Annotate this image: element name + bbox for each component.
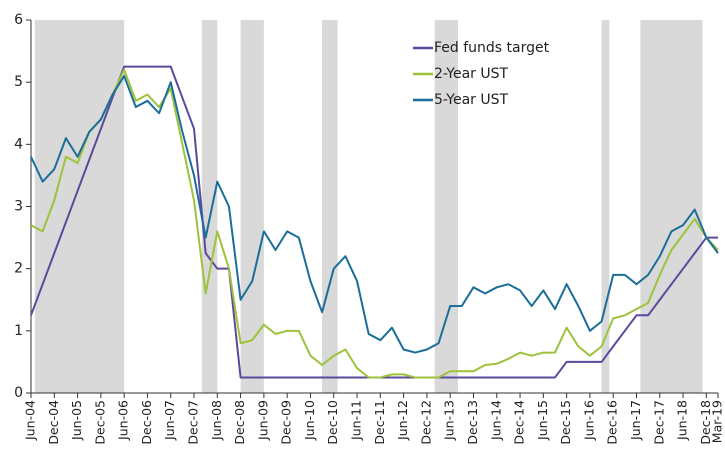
y-tick-label: 4 (14, 136, 23, 152)
x-tick-label: Dec-07 (186, 400, 201, 445)
x-tick-label: Jun-10 (302, 400, 317, 441)
y-tick-label: 3 (14, 199, 23, 215)
x-tick-label: Dec-15 (558, 400, 573, 445)
x-tick-label: Jun-12 (395, 400, 410, 441)
shaded-period (34, 20, 125, 393)
x-tick-label: Dec-04 (46, 400, 61, 445)
legend-label: 5-Year UST (434, 92, 509, 108)
y-tick-label: 1 (14, 323, 23, 339)
shaded-period (434, 20, 458, 393)
x-tick-label: Jun-06 (116, 400, 131, 441)
x-tick-label: Jun-13 (442, 400, 457, 441)
x-tick-label: Jun-14 (488, 400, 503, 441)
x-tick-label: Dec-09 (279, 400, 294, 445)
x-tick-label: Dec-18 (698, 400, 713, 445)
x-tick-label: Jun-07 (162, 400, 177, 441)
y-tick-label: 0 (14, 385, 23, 401)
x-tick-label: Dec-08 (232, 400, 247, 445)
x-tick-label: Dec-14 (512, 400, 527, 445)
x-tick-label: Dec-05 (92, 400, 107, 445)
x-tick-label: Jun-18 (675, 400, 690, 441)
y-tick-label: 6 (14, 12, 23, 28)
x-tick-label: Jun-04 (23, 400, 38, 441)
series-line (30, 65, 718, 379)
x-tick-label: Dec-11 (372, 400, 387, 445)
x-tick-label: Mar-19 (710, 400, 725, 443)
x-tick-label: Jun-15 (535, 400, 550, 441)
x-tick-label: Dec-13 (465, 400, 480, 445)
legend-label: 2-Year UST (434, 66, 509, 82)
series-line (30, 74, 719, 354)
x-tick-label: Jun-08 (209, 400, 224, 441)
shaded-period (240, 20, 264, 393)
x-tick-label: Jun-16 (581, 400, 596, 441)
x-tick-label: Dec-06 (139, 400, 154, 445)
legend-label: Fed funds target (434, 40, 550, 56)
x-tick-label: Dec-12 (418, 400, 433, 445)
x-tick-label: Dec-17 (651, 400, 666, 445)
y-tick-label: 2 (14, 261, 23, 277)
x-tick-label: Jun-09 (255, 400, 270, 441)
shaded-period (201, 20, 218, 393)
x-tick-label: Jun-11 (349, 400, 364, 441)
shaded-period (640, 20, 703, 393)
series-line (30, 68, 719, 379)
shaded-period (601, 20, 610, 393)
shaded-period (322, 20, 338, 393)
x-tick-label: Jun-17 (628, 400, 643, 441)
x-tick-label: Dec-10 (325, 400, 340, 445)
x-tick-label: Jun-05 (69, 400, 84, 441)
x-tick-label: Dec-16 (605, 400, 620, 445)
y-tick-label: 5 (14, 74, 23, 90)
